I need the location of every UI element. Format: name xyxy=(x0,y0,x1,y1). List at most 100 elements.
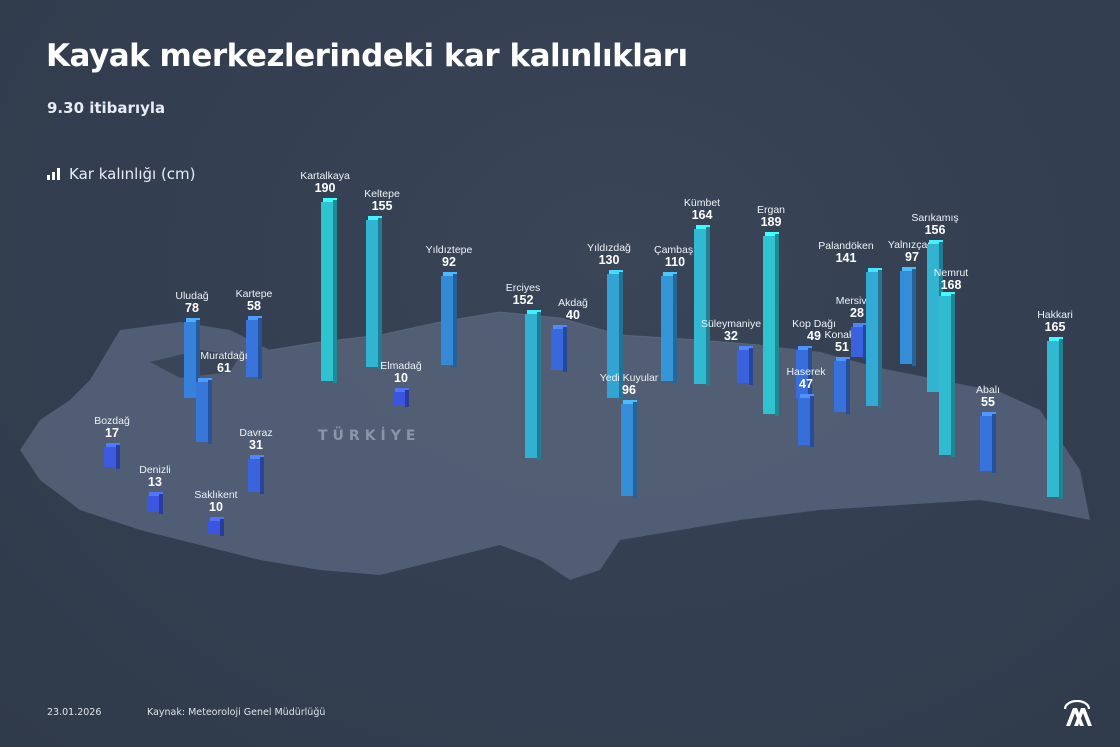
bar-16 xyxy=(694,225,710,386)
bar-top xyxy=(186,318,200,323)
bar-label: Haserek 47 xyxy=(786,366,826,392)
bar-front xyxy=(393,392,405,406)
bar-side xyxy=(846,359,850,414)
bar-front xyxy=(621,404,633,497)
bar-name: Bozdağ xyxy=(94,415,130,427)
bar-2 xyxy=(246,316,262,380)
bar-label: Nemrut 168 xyxy=(934,267,968,293)
bar-side xyxy=(258,318,262,380)
turkey-landmass xyxy=(20,312,1090,580)
bar-name: Akdağ xyxy=(558,297,588,309)
bar-name: Hakkari xyxy=(1037,309,1073,321)
bar-label: Süleymaniye 32 xyxy=(700,318,762,343)
bar-top xyxy=(609,270,623,275)
bar-side xyxy=(378,218,382,369)
bar-front xyxy=(1047,341,1059,497)
bar-value: 190 xyxy=(314,181,336,196)
bar-label: Davraz 31 xyxy=(239,427,272,453)
bar-side xyxy=(333,200,337,383)
bar-value: 47 xyxy=(799,377,813,392)
aa-logo-icon xyxy=(1063,700,1092,726)
bar-front xyxy=(798,398,810,446)
bar-top xyxy=(368,216,382,221)
bar-23 xyxy=(851,323,867,359)
bar-label: Kartalkaya 190 xyxy=(300,170,350,196)
bar-name: Süleymaniye xyxy=(700,318,762,330)
bar-side xyxy=(808,348,812,402)
bar-front xyxy=(939,296,951,455)
bar-front xyxy=(321,202,333,381)
bar-name: Sarıkamış xyxy=(911,212,959,224)
bar-name: Kop Dağı xyxy=(792,318,836,330)
bar-label: Abalı 55 xyxy=(976,384,1000,410)
bar-4 xyxy=(321,198,337,383)
bar-top xyxy=(248,316,262,321)
bar-label: Muratdağı 61 xyxy=(200,350,247,375)
bar-29 xyxy=(1047,337,1063,499)
bar-value: 58 xyxy=(247,299,261,314)
bar-name: Konaklı xyxy=(824,329,860,341)
bar-side xyxy=(260,457,264,494)
bar-value: 96 xyxy=(622,383,636,398)
bar-front xyxy=(694,229,706,384)
bar-front xyxy=(208,521,220,535)
bar-label: Bozdağ 17 xyxy=(94,415,130,440)
bar-15 xyxy=(661,272,677,384)
bar-28 xyxy=(980,412,996,473)
bar-value: 55 xyxy=(981,395,995,410)
bar-front xyxy=(607,274,619,398)
bar-label: Erciyes 152 xyxy=(506,282,540,307)
bar-7 xyxy=(393,388,409,408)
bar-name: Yalnızçam xyxy=(887,239,937,251)
bar-label: Yıldıztepe 92 xyxy=(426,244,473,270)
bar-label: Mersivan 28 xyxy=(836,295,879,321)
bar-9 xyxy=(147,492,163,514)
bar-front xyxy=(525,314,537,458)
bar-name: Abalı xyxy=(976,384,1000,396)
bar-front xyxy=(661,276,673,382)
bar-value: 92 xyxy=(442,255,456,270)
bar-value: 168 xyxy=(940,278,962,293)
bar-26 xyxy=(927,240,943,394)
bar-label: Kop Dağı 49 xyxy=(792,318,836,343)
footer-source: Kaynak: Meteoroloji Genel Müdürlüğü xyxy=(147,707,326,718)
bar-name: Denizli xyxy=(139,464,171,476)
bar-name: Haserek xyxy=(786,366,826,378)
bar-label: Hakkari 165 xyxy=(1037,309,1073,335)
bar-24 xyxy=(866,268,882,408)
bar-value: 10 xyxy=(394,371,408,386)
bar-11 xyxy=(248,455,264,494)
bar-value: 97 xyxy=(905,250,919,265)
bar-side xyxy=(706,227,710,386)
bar-label: Konaklı 51 xyxy=(824,329,860,354)
bar-top xyxy=(798,346,812,351)
bar-17 xyxy=(737,346,753,386)
bar-front xyxy=(866,272,878,406)
bar-top xyxy=(198,378,212,383)
bar-side xyxy=(775,234,779,416)
bar-side xyxy=(863,325,867,359)
bar-side xyxy=(633,402,637,499)
page-subtitle: 9.30 itibarıyla xyxy=(47,99,166,117)
bar-label: Sarıkamış 156 xyxy=(911,212,959,237)
bar-top xyxy=(1049,337,1063,342)
bar-side xyxy=(563,327,567,372)
bar-front xyxy=(851,327,863,357)
bar-front xyxy=(366,220,378,367)
bar-top xyxy=(210,517,224,522)
bar-label: Ergan 189 xyxy=(757,204,785,229)
page-title: Kayak merkezlerindeki kar kalınlıkları xyxy=(46,38,688,74)
bar-1 xyxy=(184,318,200,400)
bar-name: Kümbet xyxy=(683,197,721,209)
bar-3 xyxy=(196,378,212,445)
bar-label: Yalnızçam 97 xyxy=(887,239,937,265)
bar-value: 31 xyxy=(249,438,263,453)
bar-side xyxy=(619,272,623,400)
bar-label: Çambaşı 110 xyxy=(654,244,696,269)
bar-value: 28 xyxy=(850,306,864,321)
bar-label: Kümbet 164 xyxy=(683,197,721,222)
bar-value: 165 xyxy=(1044,320,1066,335)
country-label: TÜRKİYE xyxy=(318,428,421,444)
bar-13 xyxy=(551,325,567,372)
bar-top xyxy=(623,400,637,405)
